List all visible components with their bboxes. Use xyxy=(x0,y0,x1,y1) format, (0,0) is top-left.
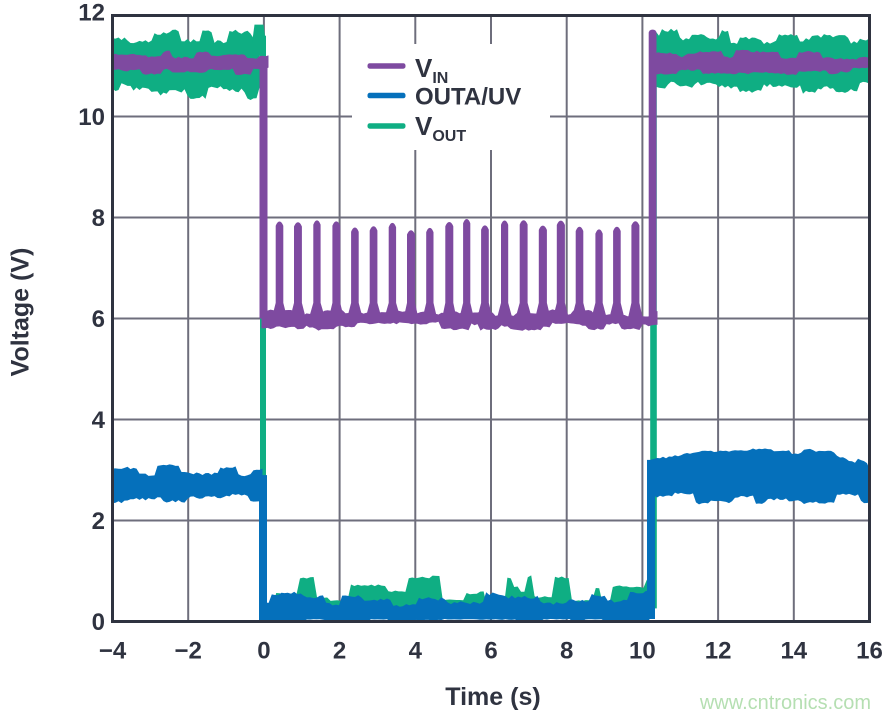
svg-text:12: 12 xyxy=(705,638,732,665)
svg-text:10: 10 xyxy=(629,638,656,665)
svg-text:−2: −2 xyxy=(175,638,202,665)
svg-text:4: 4 xyxy=(92,407,106,434)
svg-text:6: 6 xyxy=(92,306,105,333)
svg-text:OUTA/UV: OUTA/UV xyxy=(415,84,521,111)
svg-text:0: 0 xyxy=(257,638,270,665)
svg-text:14: 14 xyxy=(780,638,807,665)
svg-text:Time (s): Time (s) xyxy=(445,683,540,711)
svg-text:2: 2 xyxy=(92,508,105,535)
svg-text:10: 10 xyxy=(78,104,105,131)
svg-text:2: 2 xyxy=(333,638,346,665)
svg-text:8: 8 xyxy=(560,638,573,665)
svg-text:4: 4 xyxy=(409,638,423,665)
svg-text:Voltage (V): Voltage (V) xyxy=(7,248,35,377)
svg-text:16: 16 xyxy=(856,638,883,665)
svg-text:www.cntronics.com: www.cntronics.com xyxy=(699,692,871,714)
svg-text:0: 0 xyxy=(92,609,105,636)
svg-text:−4: −4 xyxy=(99,638,127,665)
svg-text:12: 12 xyxy=(78,0,105,27)
svg-text:6: 6 xyxy=(484,638,497,665)
svg-text:8: 8 xyxy=(92,205,105,232)
